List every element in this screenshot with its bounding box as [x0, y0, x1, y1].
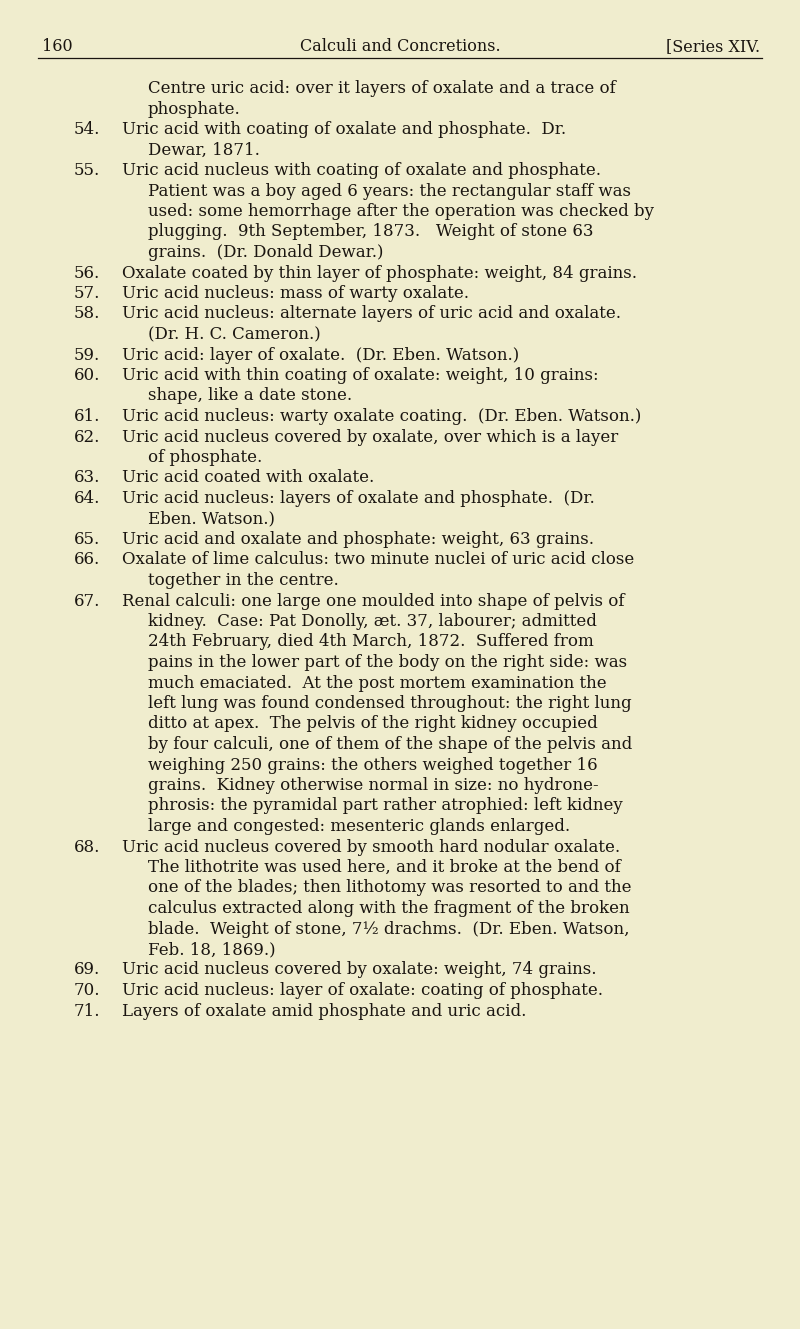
Text: phosphate.: phosphate.: [148, 101, 241, 117]
Text: Uric acid nucleus: alternate layers of uric acid and oxalate.: Uric acid nucleus: alternate layers of u…: [122, 306, 621, 323]
Text: 160: 160: [42, 39, 73, 54]
Text: Uric acid nucleus: layer of oxalate: coating of phosphate.: Uric acid nucleus: layer of oxalate: coa…: [122, 982, 603, 999]
Text: by four calculi, one of them of the shape of the pelvis and: by four calculi, one of them of the shap…: [148, 736, 632, 754]
Text: used: some hemorrhage after the operation was checked by: used: some hemorrhage after the operatio…: [148, 203, 654, 221]
Text: [Series XIV.: [Series XIV.: [666, 39, 760, 54]
Text: Uric acid nucleus with coating of oxalate and phosphate.: Uric acid nucleus with coating of oxalat…: [122, 162, 601, 179]
Text: 65.: 65.: [74, 532, 100, 548]
Text: 58.: 58.: [74, 306, 100, 323]
Text: 62.: 62.: [74, 428, 100, 445]
Text: Dewar, 1871.: Dewar, 1871.: [148, 141, 260, 158]
Text: ditto at apex.  The pelvis of the right kidney occupied: ditto at apex. The pelvis of the right k…: [148, 715, 598, 732]
Text: 68.: 68.: [74, 839, 100, 856]
Text: 63.: 63.: [74, 469, 100, 486]
Text: 54.: 54.: [74, 121, 100, 138]
Text: kidney.  Case: Pat Donolly, æt. 37, labourer; admitted: kidney. Case: Pat Donolly, æt. 37, labou…: [148, 613, 597, 630]
Text: 70.: 70.: [74, 982, 100, 999]
Text: Renal calculi: one large one moulded into shape of pelvis of: Renal calculi: one large one moulded int…: [122, 593, 625, 610]
Text: Uric acid with thin coating of oxalate: weight, 10 grains:: Uric acid with thin coating of oxalate: …: [122, 367, 598, 384]
Text: grains.  Kidney otherwise normal in size: no hydrone-: grains. Kidney otherwise normal in size:…: [148, 777, 598, 793]
Text: calculus extracted along with the fragment of the broken: calculus extracted along with the fragme…: [148, 900, 630, 917]
Text: 71.: 71.: [74, 1002, 100, 1019]
Text: Oxalate coated by thin layer of phosphate: weight, 84 grains.: Oxalate coated by thin layer of phosphat…: [122, 264, 637, 282]
Text: large and congested: mesenteric glands enlarged.: large and congested: mesenteric glands e…: [148, 819, 570, 835]
Text: phrosis: the pyramidal part rather atrophied: left kidney: phrosis: the pyramidal part rather atrop…: [148, 797, 622, 815]
Text: Eben. Watson.): Eben. Watson.): [148, 510, 275, 528]
Text: The lithotrite was used here, and it broke at the bend of: The lithotrite was used here, and it bro…: [148, 859, 621, 876]
Text: one of the blades; then lithotomy was resorted to and the: one of the blades; then lithotomy was re…: [148, 880, 631, 897]
Text: 57.: 57.: [74, 284, 100, 302]
Text: 69.: 69.: [74, 961, 100, 978]
Text: Feb. 18, 1869.): Feb. 18, 1869.): [148, 941, 276, 958]
Text: Uric acid and oxalate and phosphate: weight, 63 grains.: Uric acid and oxalate and phosphate: wei…: [122, 532, 594, 548]
Text: 56.: 56.: [74, 264, 100, 282]
Text: blade.  Weight of stone, 7½ drachms.  (Dr. Eben. Watson,: blade. Weight of stone, 7½ drachms. (Dr.…: [148, 921, 630, 937]
Text: 66.: 66.: [74, 552, 100, 569]
Text: 67.: 67.: [74, 593, 100, 610]
Text: much emaciated.  At the post mortem examination the: much emaciated. At the post mortem exami…: [148, 675, 606, 691]
Text: Uric acid coated with oxalate.: Uric acid coated with oxalate.: [122, 469, 374, 486]
Text: Patient was a boy aged 6 years: the rectangular staff was: Patient was a boy aged 6 years: the rect…: [148, 182, 631, 199]
Text: Uric acid nucleus: warty oxalate coating.  (Dr. Eben. Watson.): Uric acid nucleus: warty oxalate coating…: [122, 408, 642, 425]
Text: Uric acid nucleus: layers of oxalate and phosphate.  (Dr.: Uric acid nucleus: layers of oxalate and…: [122, 490, 594, 506]
Text: Oxalate of lime calculus: two minute nuclei of uric acid close: Oxalate of lime calculus: two minute nuc…: [122, 552, 634, 569]
Text: (Dr. H. C. Cameron.): (Dr. H. C. Cameron.): [148, 326, 321, 343]
Text: 24th February, died 4th March, 1872.  Suffered from: 24th February, died 4th March, 1872. Suf…: [148, 634, 594, 650]
Text: Uric acid nucleus covered by oxalate: weight, 74 grains.: Uric acid nucleus covered by oxalate: we…: [122, 961, 597, 978]
Text: together in the centre.: together in the centre.: [148, 571, 338, 589]
Text: pains in the lower part of the body on the right side: was: pains in the lower part of the body on t…: [148, 654, 627, 671]
Text: Uric acid nucleus covered by oxalate, over which is a layer: Uric acid nucleus covered by oxalate, ov…: [122, 428, 618, 445]
Text: 59.: 59.: [74, 347, 100, 364]
Text: of phosphate.: of phosphate.: [148, 449, 262, 466]
Text: Layers of oxalate amid phosphate and uric acid.: Layers of oxalate amid phosphate and uri…: [122, 1002, 526, 1019]
Text: Uric acid with coating of oxalate and phosphate.  Dr.: Uric acid with coating of oxalate and ph…: [122, 121, 566, 138]
Text: Calculi and Concretions.: Calculi and Concretions.: [300, 39, 500, 54]
Text: 61.: 61.: [74, 408, 100, 425]
Text: plugging.  9th September, 1873.   Weight of stone 63: plugging. 9th September, 1873. Weight of…: [148, 223, 594, 241]
Text: Uric acid: layer of oxalate.  (Dr. Eben. Watson.): Uric acid: layer of oxalate. (Dr. Eben. …: [122, 347, 519, 364]
Text: Uric acid nucleus covered by smooth hard nodular oxalate.: Uric acid nucleus covered by smooth hard…: [122, 839, 620, 856]
Text: weighing 250 grains: the others weighed together 16: weighing 250 grains: the others weighed …: [148, 756, 598, 773]
Text: grains.  (Dr. Donald Dewar.): grains. (Dr. Donald Dewar.): [148, 245, 383, 260]
Text: shape, like a date stone.: shape, like a date stone.: [148, 388, 352, 404]
Text: Centre uric acid: over it layers of oxalate and a trace of: Centre uric acid: over it layers of oxal…: [148, 80, 616, 97]
Text: left lung was found condensed throughout: the right lung: left lung was found condensed throughout…: [148, 695, 632, 712]
Text: 55.: 55.: [74, 162, 100, 179]
Text: Uric acid nucleus: mass of warty oxalate.: Uric acid nucleus: mass of warty oxalate…: [122, 284, 469, 302]
Text: 64.: 64.: [74, 490, 100, 506]
Text: 60.: 60.: [74, 367, 100, 384]
